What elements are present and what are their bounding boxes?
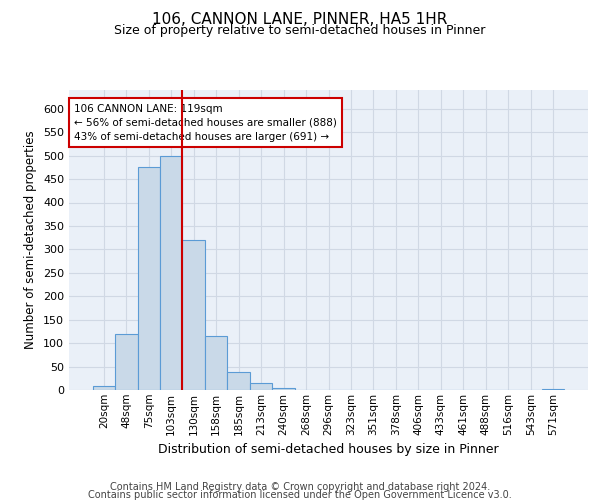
Text: 106, CANNON LANE, PINNER, HA5 1HR: 106, CANNON LANE, PINNER, HA5 1HR	[152, 12, 448, 28]
Bar	[115, 334, 137, 390]
Text: Contains HM Land Registry data © Crown copyright and database right 2024.: Contains HM Land Registry data © Crown c…	[110, 482, 490, 492]
Bar	[272, 388, 295, 390]
Bar	[92, 386, 115, 390]
Bar	[182, 240, 205, 390]
Bar	[227, 372, 250, 390]
Bar	[137, 168, 160, 390]
Bar	[205, 336, 227, 390]
Bar	[250, 383, 272, 390]
Text: 106 CANNON LANE: 119sqm
← 56% of semi-detached houses are smaller (888)
43% of s: 106 CANNON LANE: 119sqm ← 56% of semi-de…	[74, 104, 337, 142]
X-axis label: Distribution of semi-detached houses by size in Pinner: Distribution of semi-detached houses by …	[158, 443, 499, 456]
Text: Size of property relative to semi-detached houses in Pinner: Size of property relative to semi-detach…	[115, 24, 485, 37]
Text: Contains public sector information licensed under the Open Government Licence v3: Contains public sector information licen…	[88, 490, 512, 500]
Y-axis label: Number of semi-detached properties: Number of semi-detached properties	[25, 130, 37, 350]
Bar	[160, 156, 182, 390]
Bar	[542, 388, 565, 390]
